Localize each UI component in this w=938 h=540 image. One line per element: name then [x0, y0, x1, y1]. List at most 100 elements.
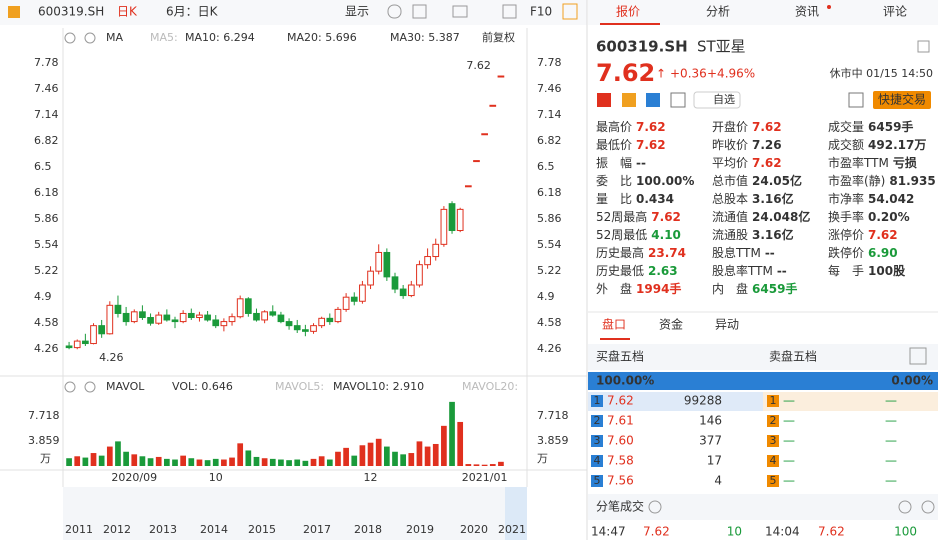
- range-select[interactable]: 6月：日K: [166, 5, 219, 19]
- bell-icon[interactable]: [848, 92, 864, 108]
- candle-body: [244, 298, 252, 314]
- level: 2: [594, 414, 601, 427]
- tab[interactable]: 分析: [706, 5, 730, 19]
- period-select[interactable]: 日K: [117, 5, 138, 19]
- trade-label[interactable]: 快捷交易: [878, 92, 926, 107]
- candle-body: [139, 311, 146, 319]
- candle-body: [196, 314, 203, 319]
- field-label: 市盈率TTM: [828, 155, 889, 170]
- quote-field: 最低价 7.62: [596, 138, 666, 152]
- tab[interactable]: 报价: [616, 4, 640, 19]
- quote-field: 52周最高 7.62: [596, 209, 681, 224]
- candle-body: [456, 208, 464, 232]
- settings-icon[interactable]: [64, 32, 76, 44]
- y-tick-label: 6.82: [34, 134, 59, 147]
- close-icon[interactable]: [84, 381, 96, 393]
- field-value: 24.048亿: [752, 209, 810, 224]
- trade-time: 14:47: [591, 525, 626, 539]
- quote-field: 外 盘 1994手: [596, 281, 681, 296]
- field-label: 市盈率(静): [828, 173, 885, 188]
- candle-body: [65, 345, 73, 349]
- fullscreen-icon[interactable]: [502, 4, 517, 19]
- ask-volume: —: [885, 394, 897, 408]
- volume-bar: [408, 453, 415, 466]
- field-label: 最高价: [596, 119, 632, 134]
- level-badge: [767, 475, 779, 487]
- display-button[interactable]: 显示: [345, 5, 369, 19]
- field-label: 总股本: [712, 192, 748, 206]
- candle-body: [473, 160, 480, 163]
- vol-tick-label: 7.718: [537, 409, 569, 422]
- year-label: 2018: [354, 523, 382, 536]
- field-value: --: [765, 246, 775, 260]
- volume-bar: [66, 458, 72, 466]
- book-title: 买盘五档: [596, 349, 644, 364]
- candle-body: [359, 284, 366, 302]
- tab[interactable]: 评论: [883, 5, 907, 19]
- quote-field: 市盈率TTM 亏损: [828, 155, 917, 170]
- year-label: 2021: [498, 523, 526, 536]
- tab-bar: [588, 0, 938, 25]
- level-badge: [767, 415, 779, 427]
- settings-icon[interactable]: [64, 381, 76, 393]
- volume-bar: [164, 458, 170, 466]
- overview-window[interactable]: [505, 487, 527, 540]
- field-label: 平均价: [712, 156, 748, 170]
- help-icon[interactable]: [648, 500, 662, 514]
- bid-volume: 4: [714, 474, 722, 488]
- candle-body: [293, 325, 301, 331]
- quote-field: 昨收价 7.26: [712, 138, 782, 152]
- stock-code[interactable]: 600319.SH: [38, 5, 104, 19]
- bid-price: 7.58: [607, 454, 634, 468]
- s-icon[interactable]: [909, 347, 927, 365]
- x-tick-label: 2020/09: [111, 471, 157, 484]
- y-tick-label: 6.5: [34, 160, 52, 173]
- panel-tab[interactable]: 盘口: [602, 317, 626, 332]
- volume-bar: [359, 445, 366, 466]
- bid-price: 7.62: [607, 394, 634, 408]
- doc-icon[interactable]: [670, 92, 686, 108]
- watch-label[interactable]: 自选: [713, 93, 735, 106]
- field-value: 7.62: [752, 120, 782, 134]
- menu-icon[interactable]: [917, 40, 930, 53]
- y-tick-label: 6.5: [537, 160, 555, 173]
- quote-price: 7.62: [596, 59, 655, 87]
- logo-icon: [8, 6, 20, 18]
- settings-icon[interactable]: [387, 4, 402, 19]
- quote-field: 涨停价 7.62: [828, 227, 898, 242]
- field-label: 最低价: [596, 138, 632, 152]
- overview: [63, 487, 527, 540]
- panel-toggle[interactable]: [562, 3, 578, 20]
- checkbox[interactable]: [412, 4, 427, 19]
- candle-body: [383, 251, 391, 278]
- quote-field: 最高价 7.62: [596, 119, 666, 134]
- y-tick-label: 4.58: [34, 316, 59, 329]
- volume-bar: [106, 446, 113, 466]
- field-label: 流通值: [712, 209, 748, 224]
- field-value: 亏损: [893, 155, 917, 170]
- trade-button[interactable]: [873, 91, 931, 109]
- level: 4: [770, 454, 777, 467]
- f10-button[interactable]: F10: [530, 5, 552, 19]
- volume-bar: [441, 425, 447, 466]
- quote-field: 振 幅 --: [596, 155, 646, 170]
- field-value: 3.16亿: [752, 227, 794, 242]
- field-value: 24.05亿: [752, 173, 802, 188]
- add-icon[interactable]: [921, 500, 935, 514]
- x-tick-label: 2021/01: [462, 471, 508, 484]
- adjust-button[interactable]: 前复权: [482, 30, 515, 44]
- tab[interactable]: 资讯: [795, 5, 819, 19]
- watch-button[interactable]: [693, 91, 741, 109]
- volume-bar: [196, 459, 203, 466]
- candle-body: [269, 311, 277, 316]
- camera-icon[interactable]: [452, 5, 468, 18]
- y-tick-label: 5.54: [34, 238, 59, 251]
- panel-tab[interactable]: 异动: [715, 318, 739, 332]
- quote-field: 开盘价 7.62: [712, 119, 782, 134]
- field-value: 7.62: [868, 228, 898, 242]
- more-icon[interactable]: [898, 500, 912, 514]
- panel-tab[interactable]: 资金: [659, 317, 683, 332]
- volume-bar: [416, 441, 423, 466]
- close-icon[interactable]: [84, 32, 96, 44]
